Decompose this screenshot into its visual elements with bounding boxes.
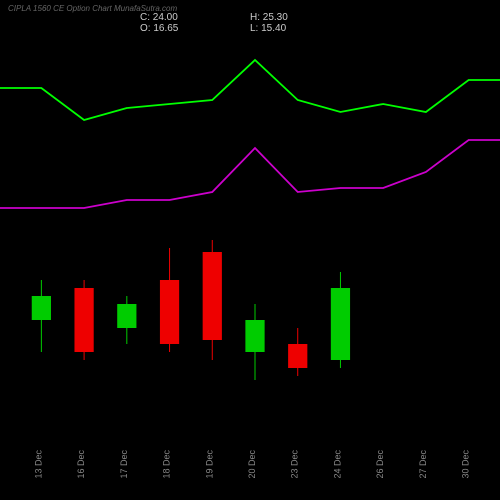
svg-text:27 Dec: 27 Dec <box>418 450 428 479</box>
svg-text:13 Dec: 13 Dec <box>33 450 43 479</box>
svg-text:17 Dec: 17 Dec <box>119 450 129 479</box>
indicator-line-2 <box>0 140 500 208</box>
open-label: O: <box>140 23 151 34</box>
ohlc-info-right: H: 25.30 L: 15.40 <box>250 12 288 34</box>
svg-text:20 Dec: 20 Dec <box>247 450 257 479</box>
candles-group <box>32 240 350 380</box>
open-value: 16.65 <box>153 23 178 34</box>
candlestick-chart: CIPLA 1560 CE Option Chart MunafaSutra.c… <box>0 0 500 500</box>
indicator-line-1 <box>0 60 500 120</box>
high-value: 25.30 <box>263 12 288 23</box>
ohlc-info-left: C: 24.00 O: 16.65 <box>140 12 178 34</box>
low-label: L: <box>250 23 258 34</box>
svg-text:26 Dec: 26 Dec <box>375 450 385 479</box>
svg-text:23 Dec: 23 Dec <box>290 450 300 479</box>
svg-text:16 Dec: 16 Dec <box>76 450 86 479</box>
chart-svg: 13 Dec 16 Dec 17 Dec 18 Dec 19 Dec 20 Dec 23 D… <box>0 0 500 500</box>
svg-text:24 Dec: 24 Dec <box>332 450 342 479</box>
close-label: C: <box>140 12 150 23</box>
x-axis-labels: 13 Dec 16 Dec 17 Dec 18 Dec 19 Dec 20 Dec 23 D… <box>33 450 470 479</box>
high-label: H: <box>250 12 260 23</box>
svg-text:18 Dec: 18 Dec <box>162 450 172 479</box>
svg-text:30 Dec: 30 Dec <box>461 450 471 479</box>
low-value: 15.40 <box>261 23 286 34</box>
close-value: 24.00 <box>153 12 178 23</box>
svg-text:19 Dec: 19 Dec <box>204 450 214 479</box>
